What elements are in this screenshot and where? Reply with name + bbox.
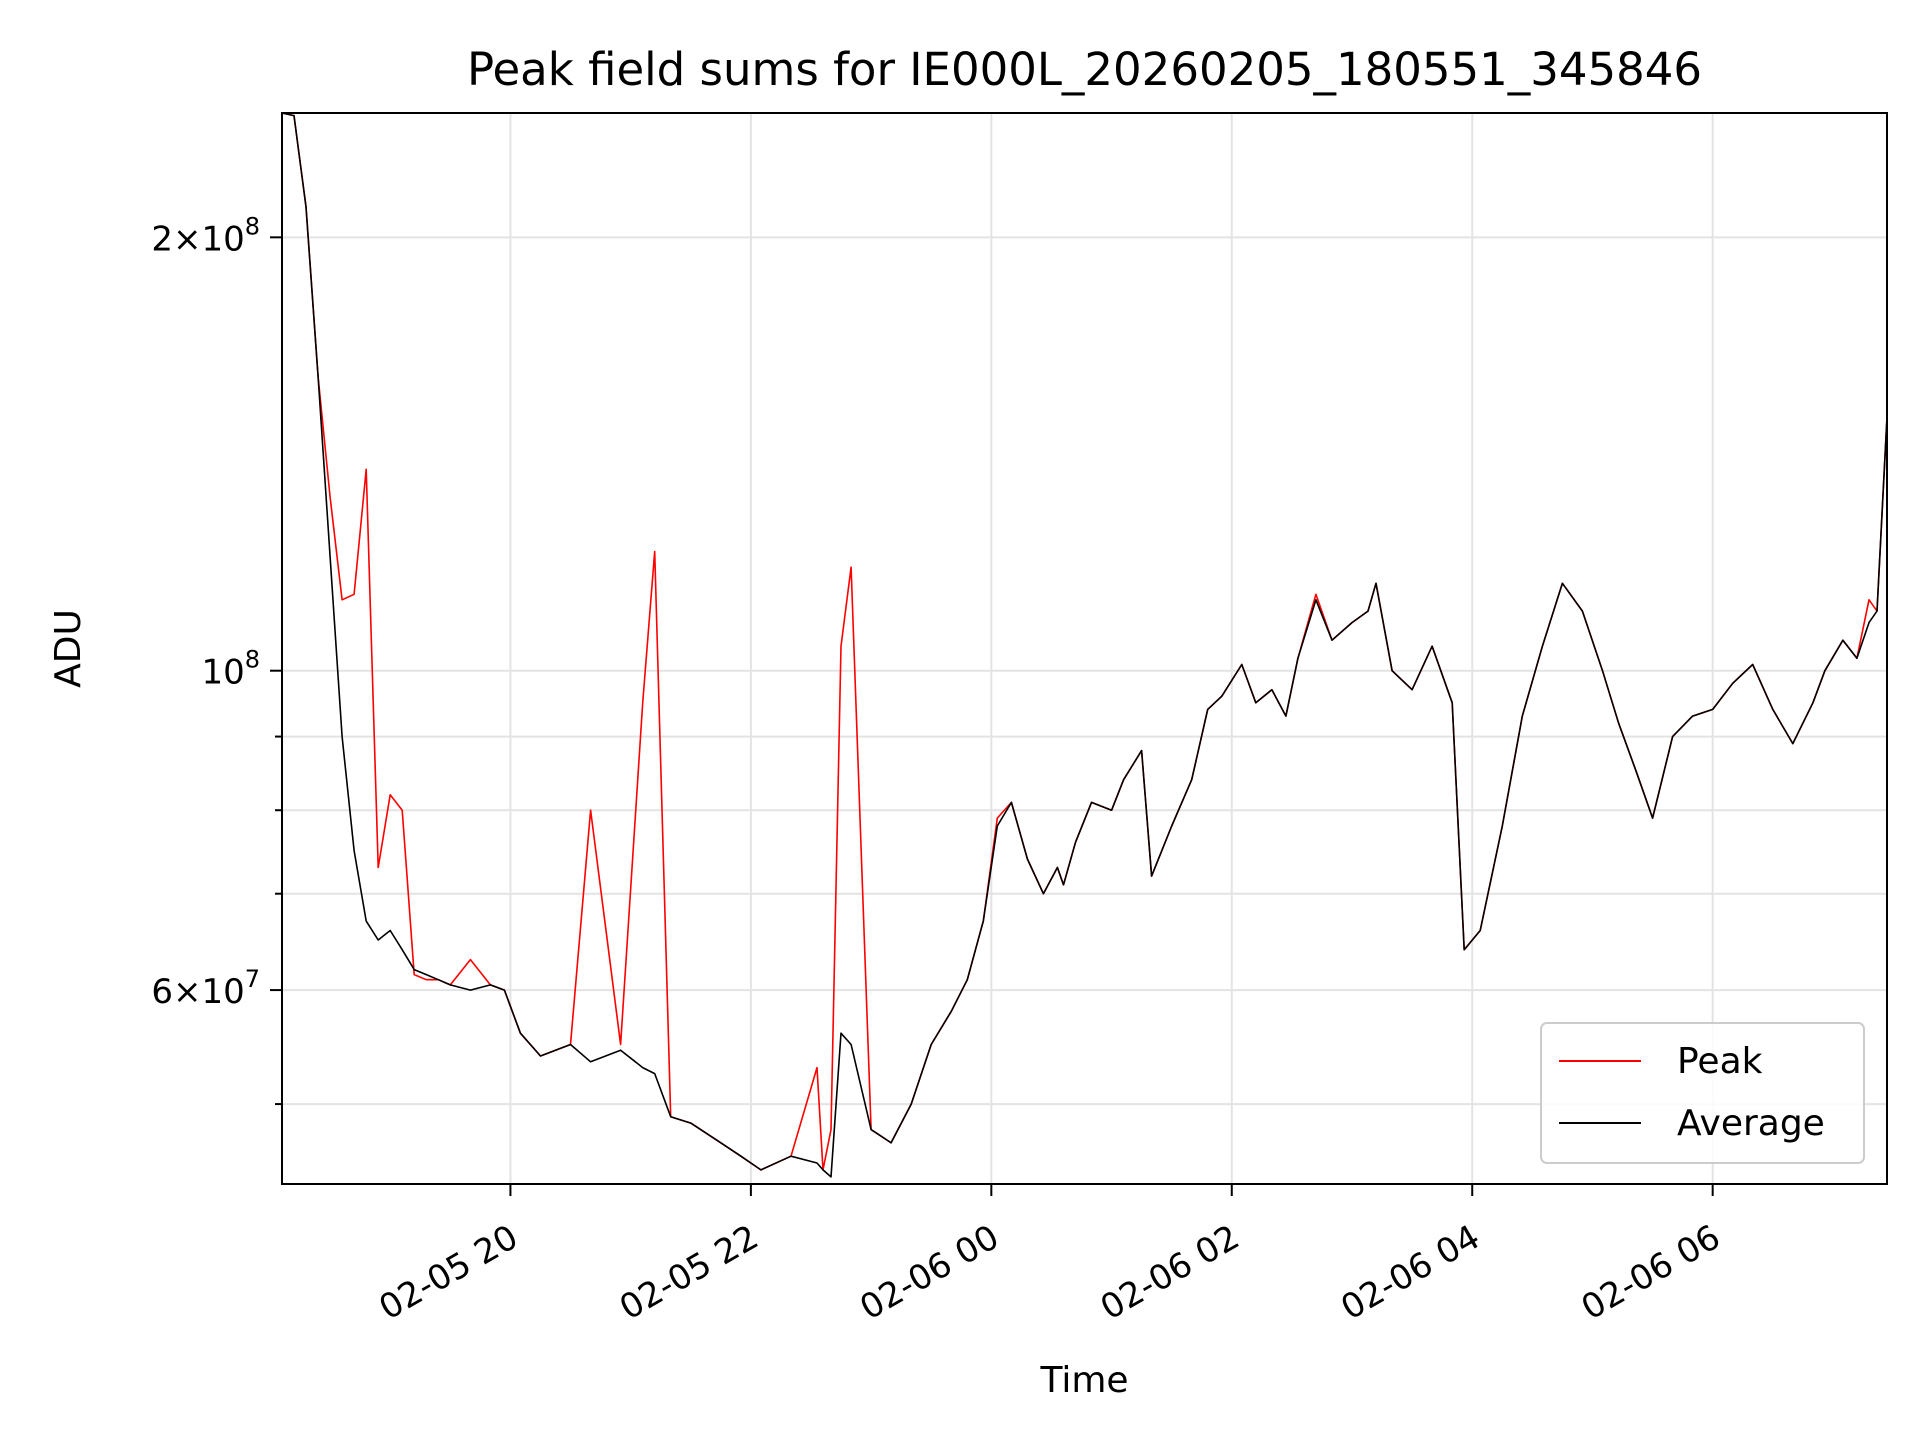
series-line-average bbox=[281, 112, 1888, 1178]
y-tick-label-0: 6×107 bbox=[151, 965, 260, 1012]
legend-entry-average: Average bbox=[1677, 1103, 1825, 1144]
y-tick-label-exponent-1: 8 bbox=[245, 646, 260, 674]
legend: Peak Average bbox=[1540, 1022, 1865, 1164]
y-tick-label-base-0: 6×10 bbox=[151, 972, 244, 1012]
x-tick-label-3: 02-06 02 bbox=[1094, 1217, 1246, 1328]
legend-entry-peak: Peak bbox=[1677, 1041, 1763, 1082]
x-axis-label: Time bbox=[1039, 1360, 1128, 1401]
plot-frame bbox=[281, 112, 1888, 1185]
y-tick-label-2: 2×108 bbox=[151, 212, 260, 259]
x-tick-label-2: 02-06 00 bbox=[853, 1217, 1005, 1328]
y-tick-label-exponent-2: 8 bbox=[245, 212, 260, 240]
x-tick-label-1: 02-05 22 bbox=[613, 1217, 765, 1328]
y-tick-label-1: 108 bbox=[201, 646, 260, 693]
y-tick-label-exponent-0: 7 bbox=[245, 965, 260, 993]
y-tick-label-base-2: 2×10 bbox=[151, 219, 244, 259]
grid-lines bbox=[282, 113, 1887, 1184]
y-axis-label: ADU bbox=[48, 609, 89, 688]
legend-box bbox=[1540, 1022, 1865, 1164]
chart-title: Peak field sums for IE000L_20260205_1805… bbox=[467, 43, 1702, 96]
x-tick-label-0: 02-05 20 bbox=[373, 1217, 525, 1328]
axis-ticks: 02-05 20 02-05 22 02-06 00 02-06 02 02-06 04… bbox=[151, 212, 1727, 1328]
x-tick-label-4: 02-06 04 bbox=[1334, 1217, 1486, 1328]
x-tick-label-5: 02-06 06 bbox=[1575, 1217, 1727, 1328]
y-tick-label-base-1: 10 bbox=[201, 653, 244, 693]
plot-series bbox=[281, 112, 1888, 1178]
series-line-peak bbox=[281, 112, 1888, 1171]
